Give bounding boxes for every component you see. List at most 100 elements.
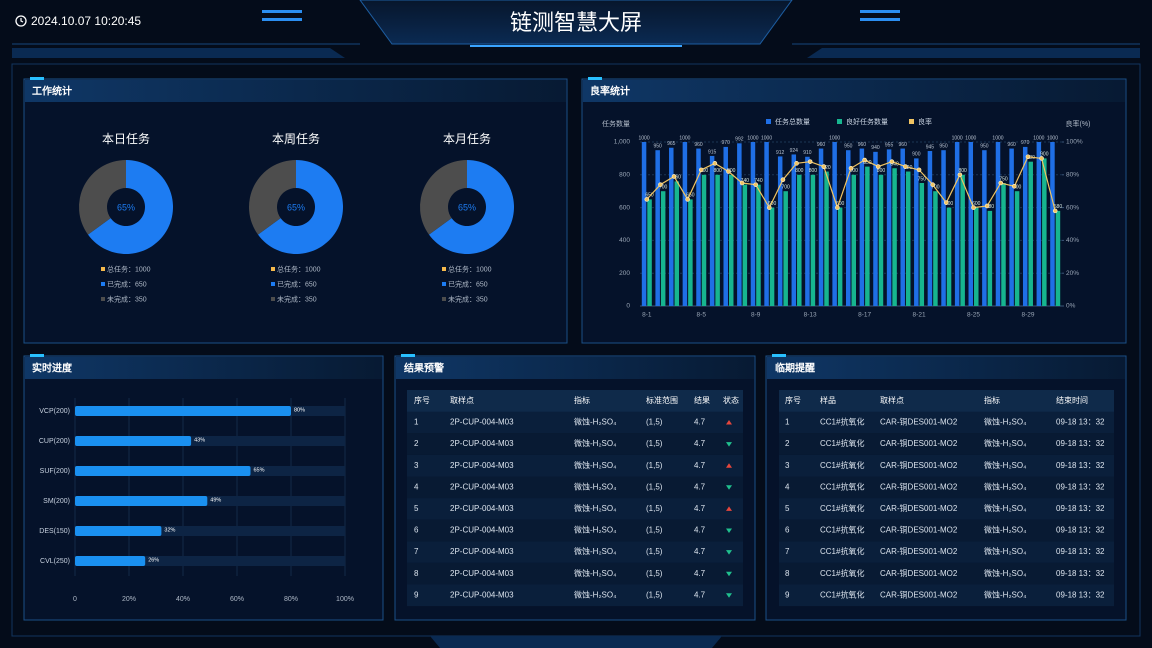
table-cell: 2P-CUP-004-M03 — [450, 504, 514, 513]
bar — [75, 436, 192, 446]
table-cell: 4.7 — [694, 418, 706, 427]
table-row — [779, 498, 1114, 520]
table-row — [407, 433, 743, 455]
table-cell: 9 — [414, 590, 419, 599]
table-cell: CAR-铜DES001-MO2 — [880, 546, 958, 556]
status-icon — [726, 571, 732, 577]
bar — [75, 406, 291, 416]
bar-track — [75, 556, 345, 566]
table-cell: 6 — [785, 526, 790, 535]
bar-value-label: 800 — [727, 168, 736, 174]
status-icon — [726, 420, 732, 425]
bar — [709, 155, 715, 306]
panel-work — [23, 77, 568, 344]
table-cell: 2P-CUP-004-M03 — [450, 526, 514, 535]
line-point — [753, 182, 759, 187]
bar-value-label: 912 — [776, 150, 785, 156]
bar — [982, 150, 987, 306]
table-row — [407, 476, 743, 499]
table-cell: 4.7 — [694, 461, 706, 470]
bar — [892, 168, 897, 306]
legend-label: 已完成：650 — [277, 279, 317, 288]
table-cell: 微蚀-H₂SO₄ — [574, 481, 616, 491]
status-icon — [726, 485, 732, 490]
bar — [974, 207, 979, 306]
table-header-row — [407, 390, 743, 412]
x-tick-label: 8-1 — [642, 312, 652, 319]
bar — [728, 174, 734, 306]
x-tick-label: 8-13 — [804, 312, 817, 319]
bar-value-label: 1000 — [1047, 135, 1058, 141]
bar-category-label: VCP(200) — [39, 408, 70, 415]
bar — [941, 150, 946, 306]
bar-value-label: 800 — [809, 168, 818, 174]
y-tick-label: 0 — [626, 303, 630, 310]
table-cell: 微蚀-H₂SO₄ — [574, 438, 616, 448]
y-tick-label: 600 — [619, 204, 630, 211]
bar — [701, 174, 707, 306]
x-tick-label: 8-9 — [751, 312, 761, 319]
table-row — [779, 584, 1114, 607]
bar — [810, 174, 816, 306]
bar — [737, 143, 742, 306]
table-row — [407, 562, 743, 585]
table-cell: 微蚀-H₂SO₄ — [574, 589, 616, 599]
bar-value-label: 992 — [735, 137, 744, 143]
table-cell: 4.7 — [694, 504, 706, 513]
bar — [933, 191, 938, 306]
bar — [1042, 158, 1047, 306]
table-cell: 微蚀-H₂SO₄ — [984, 589, 1026, 599]
x-tick-label: 80% — [284, 596, 298, 603]
legend-label: 任务总数量 — [775, 117, 810, 126]
line-point — [930, 182, 935, 187]
bar-value-label: 1000 — [761, 135, 772, 141]
bar — [783, 191, 788, 306]
line-point — [644, 197, 650, 202]
table-cell: (1,5) — [646, 590, 663, 599]
bar — [1028, 161, 1033, 306]
bar-value-label: 880 — [1027, 155, 1036, 161]
panel-title: 工作统计 — [32, 85, 72, 98]
table-cell: (1,5) — [646, 439, 663, 448]
bar — [777, 156, 783, 306]
legend-swatch — [101, 297, 105, 301]
table-row — [407, 519, 743, 542]
bar-value-label: 700 — [1013, 185, 1022, 191]
line-point — [807, 159, 813, 164]
bar-value-label: 945 — [926, 144, 935, 150]
table-row — [407, 584, 743, 607]
x-tick-label: 60% — [230, 596, 244, 603]
table-cell: 2P-CUP-004-M03 — [450, 418, 514, 427]
bar-value-label: 800 — [850, 168, 859, 174]
line-point — [821, 164, 827, 169]
table-cell: 09-18 13：32 — [1056, 547, 1105, 556]
table-header-cell: 标准范围 — [646, 395, 678, 405]
table-row — [779, 433, 1114, 455]
line-point — [1025, 154, 1031, 160]
y2-tick-label: 0% — [1066, 303, 1076, 310]
table-cell: CC1#抗氧化 — [820, 503, 864, 513]
bar — [682, 142, 688, 306]
bar — [851, 174, 856, 306]
bar-value-label: 900 — [1040, 152, 1049, 158]
legend-label: 总任务：1000 — [448, 264, 492, 273]
bar — [905, 171, 911, 306]
bar-value-label: 910 — [803, 150, 812, 156]
bar — [688, 199, 693, 306]
x-tick-label: 8-21 — [913, 312, 926, 319]
line-point — [658, 182, 663, 187]
line-point — [794, 161, 799, 166]
bar-value-label: 1000 — [1033, 135, 1044, 141]
panel-title: 结果预警 — [404, 362, 444, 375]
table-cell: 8 — [414, 569, 419, 578]
panel-title: 良率统计 — [590, 85, 630, 98]
legend-label: 未完成：350 — [107, 294, 147, 303]
status-icon — [726, 506, 732, 511]
bar-value-label: 1000 — [965, 135, 976, 141]
y2-tick-label: 60% — [1066, 204, 1079, 211]
bar — [824, 171, 829, 306]
bar-value-label: 1000 — [829, 135, 840, 141]
table-cell: CC1#抗氧化 — [820, 481, 864, 491]
bar — [859, 148, 865, 306]
x-tick-label: 40% — [176, 596, 190, 603]
